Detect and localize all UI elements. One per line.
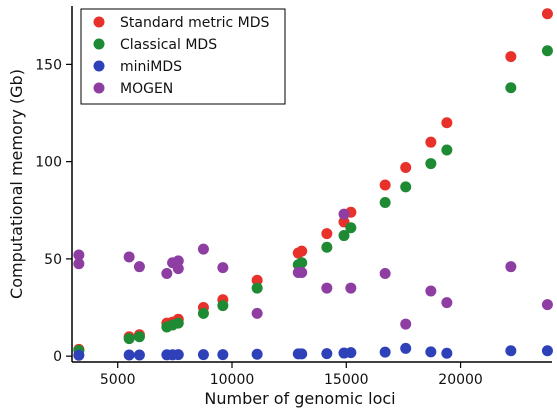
- data-point: [425, 285, 437, 297]
- data-point: [345, 282, 357, 294]
- data-point: [505, 82, 517, 94]
- data-point: [161, 267, 173, 279]
- data-point: [505, 345, 517, 357]
- y-tick-label: 100: [35, 155, 62, 171]
- legend-label: Standard metric MDS: [120, 15, 270, 31]
- y-tick-label: 50: [44, 252, 62, 268]
- data-point: [197, 307, 209, 319]
- data-point: [123, 333, 135, 345]
- data-point: [345, 222, 357, 234]
- x-tick-label: 20000: [438, 372, 483, 388]
- data-point: [73, 258, 85, 270]
- axes: [71, 6, 552, 363]
- data-point: [400, 318, 412, 330]
- data-point: [321, 228, 333, 240]
- data-point: [400, 342, 412, 354]
- data-point: [296, 267, 308, 279]
- data-point: [321, 241, 333, 253]
- data-point: [217, 262, 229, 274]
- data-point: [338, 208, 350, 220]
- data-point: [296, 257, 308, 269]
- ticks: 5000 10000 15000 20000 0 50 100 150: [35, 57, 483, 388]
- legend: Standard metric MDS Classical MDS miniMDS M…: [80, 8, 286, 105]
- data-point: [296, 245, 308, 257]
- data-point: [251, 282, 263, 294]
- data-point: [379, 196, 391, 208]
- data-point: [505, 261, 517, 273]
- data-point: [379, 267, 391, 279]
- data-point: [172, 255, 184, 267]
- data-point: [425, 158, 437, 170]
- data-point: [441, 347, 453, 359]
- data-point: [251, 307, 263, 319]
- legend-label: Classical MDS: [120, 37, 217, 53]
- legend-marker: [93, 38, 105, 50]
- data-point: [133, 331, 145, 343]
- data-point: [425, 346, 437, 358]
- data-point: [197, 349, 209, 361]
- data-point: [441, 144, 453, 156]
- data-point: [217, 349, 229, 361]
- data-point: [425, 136, 437, 148]
- data-points: [73, 8, 553, 361]
- data-point: [321, 282, 333, 294]
- legend-box: [80, 8, 286, 105]
- data-point: [73, 249, 85, 261]
- series-3-points: [73, 208, 553, 330]
- data-point: [338, 230, 350, 242]
- x-tick-label: 10000: [210, 372, 255, 388]
- data-point: [541, 299, 553, 311]
- data-point: [321, 348, 333, 360]
- data-point: [541, 45, 553, 57]
- data-point: [172, 263, 184, 275]
- data-point: [505, 51, 517, 63]
- data-point: [345, 347, 357, 359]
- data-point: [251, 348, 263, 360]
- data-point: [217, 300, 229, 312]
- data-point: [379, 179, 391, 191]
- data-point: [197, 243, 209, 255]
- x-axis-title: Number of genomic loci: [204, 389, 395, 408]
- x-tick-label: 15000: [324, 372, 369, 388]
- data-point: [172, 349, 184, 361]
- legend-marker: [93, 60, 105, 72]
- y-axis-title: Computational memory (Gb): [7, 69, 26, 299]
- data-point: [441, 117, 453, 129]
- legend-marker: [93, 16, 105, 28]
- legend-label: miniMDS: [120, 59, 182, 75]
- legend-marker: [93, 82, 105, 94]
- data-point: [251, 274, 263, 286]
- data-point: [133, 261, 145, 273]
- x-tick-label: 5000: [100, 372, 136, 388]
- data-point: [296, 348, 308, 360]
- data-point: [123, 349, 135, 361]
- data-point: [172, 317, 184, 329]
- data-point: [441, 297, 453, 309]
- y-tick-label: 0: [53, 349, 62, 365]
- data-point: [133, 349, 145, 361]
- series-2-points: [73, 342, 553, 361]
- data-point: [73, 349, 85, 361]
- data-point: [541, 345, 553, 357]
- data-point: [400, 181, 412, 193]
- data-point: [541, 8, 553, 20]
- y-tick-label: 150: [35, 57, 62, 73]
- legend-label: MOGEN: [120, 81, 173, 97]
- data-point: [379, 346, 391, 358]
- data-point: [123, 251, 135, 263]
- data-point: [400, 161, 412, 173]
